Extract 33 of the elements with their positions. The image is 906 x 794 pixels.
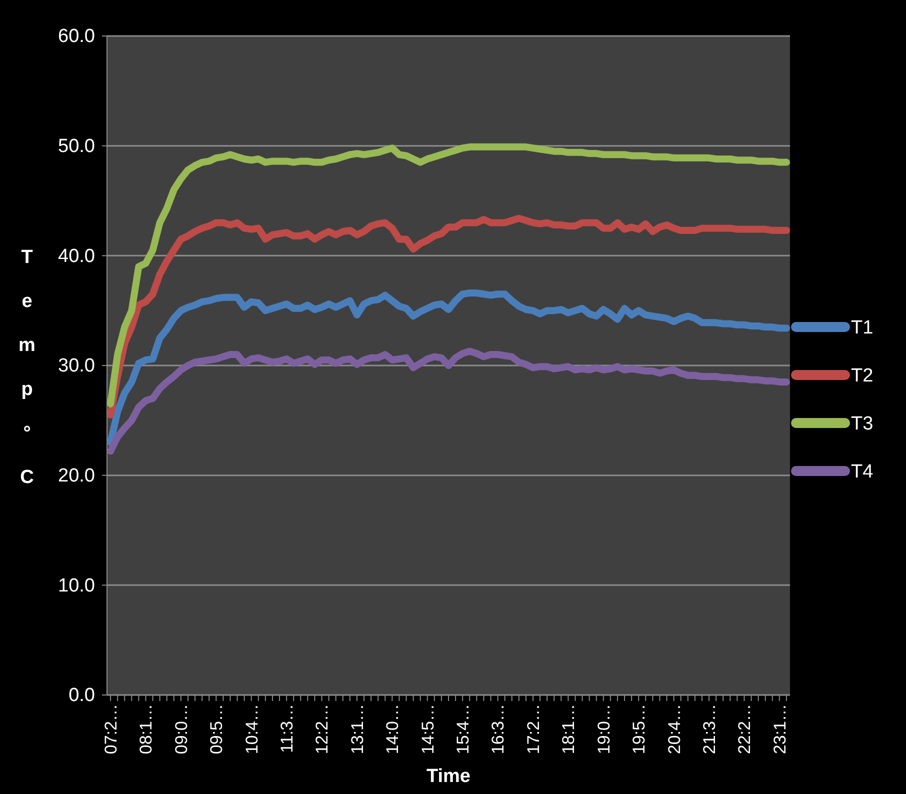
x-tick-label: 14:0… [383, 704, 402, 754]
text: Temp °C [18, 247, 36, 488]
x-tick-label: 19:0… [594, 704, 614, 754]
x-tick-label: 17:2… [524, 704, 543, 754]
x-tick-label: 07:2… [101, 704, 120, 754]
x-tick-label: 19:5… [630, 704, 649, 754]
x-tick-label: 11:3… [278, 704, 296, 753]
x-tick-label: 22:2… [735, 704, 754, 754]
y-tick-label: 30.0 [58, 356, 95, 377]
legend-label: T3 [851, 414, 874, 435]
x-tick-label: 09:0… [172, 704, 191, 754]
x-tick-label: 14:5… [418, 704, 438, 754]
legend-label: T2 [851, 366, 874, 387]
x-tick-label: 13:1… [348, 704, 367, 754]
y-tick-label: 0.0 [68, 685, 95, 706]
y-tick-label: 10.0 [58, 575, 95, 596]
y-tick-label: 40.0 [58, 246, 95, 267]
legend-label: T1 [851, 318, 874, 339]
x-tick-label: 20:4… [664, 704, 684, 754]
x-tick-label: 18:1… [559, 704, 578, 754]
x-tick-label: 16:3… [488, 704, 508, 754]
y-tick-label: 50.0 [58, 136, 95, 157]
x-tick-label: 15:4… [454, 704, 473, 754]
x-tick-label: 09:5… [207, 704, 226, 754]
legend-label: T4 [851, 462, 874, 483]
x-tick-label: 10:4… [242, 704, 262, 754]
x-tick-label: 08:1… [136, 704, 156, 754]
x-tick-label: 23:1… [770, 704, 790, 754]
x-axis-title: Time [426, 766, 471, 787]
y-tick-label: 20.0 [58, 465, 95, 486]
x-tick-label: 12:2… [312, 704, 332, 754]
y-tick-label: 60.0 [58, 26, 95, 48]
x-tick-label: 21:3… [700, 704, 719, 754]
